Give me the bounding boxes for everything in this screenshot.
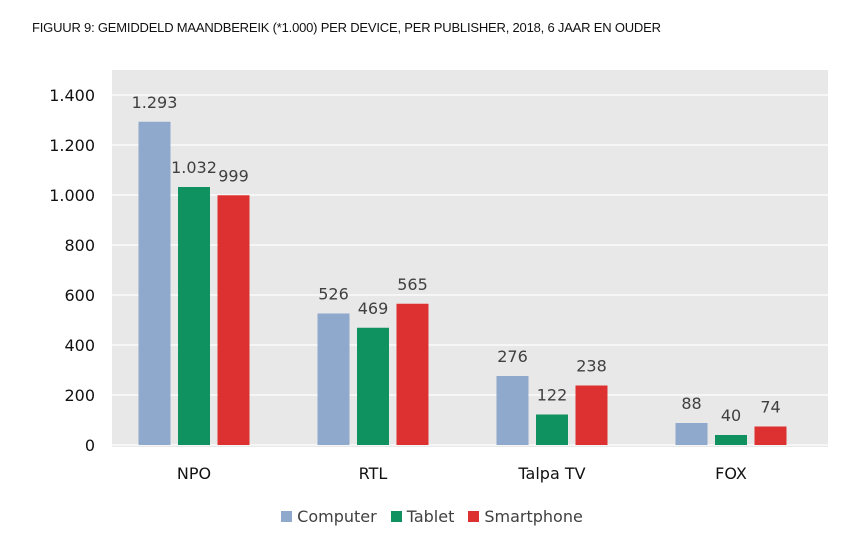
- legend-label: Smartphone: [484, 507, 583, 526]
- data-labels: 1.293 1.032 999 526 469 565 276 122 238 88 40 74: [132, 93, 781, 425]
- chart-title: FIGUUR 9: GEMIDDELD MAANDBEREIK (*1.000)…: [32, 20, 661, 35]
- bars: [138, 121, 787, 445]
- y-tick-label: 400: [64, 336, 95, 355]
- y-tick-label: 800: [64, 236, 95, 255]
- data-label: 276: [497, 347, 528, 366]
- data-label: 238: [576, 357, 607, 376]
- bar-tablet-fox: [715, 435, 747, 445]
- legend-label: Computer: [297, 507, 377, 526]
- bar-tablet-talpa-tv: [536, 414, 568, 445]
- data-label: 74: [760, 398, 780, 417]
- legend-label: Tablet: [406, 507, 455, 526]
- y-tick-label: 1.200: [49, 136, 95, 155]
- category-label: Talpa TV: [517, 464, 585, 483]
- data-label: 40: [721, 406, 741, 425]
- bar-tablet-rtl: [357, 327, 389, 445]
- legend-item-computer: Computer: [281, 507, 377, 526]
- data-label: 469: [358, 299, 389, 318]
- bar-computer-fox: [675, 423, 708, 445]
- y-tick-label: 600: [64, 286, 95, 305]
- bar-computer-talpa-tv: [496, 376, 529, 445]
- bar-computer-npo: [138, 121, 171, 445]
- y-tick-label: 200: [64, 386, 95, 405]
- bar-smartphone-rtl: [396, 303, 429, 445]
- y-tick-label: 1.000: [49, 186, 95, 205]
- legend-item-smartphone: Smartphone: [468, 507, 583, 526]
- data-label: 565: [397, 275, 428, 294]
- category-label: NPO: [177, 464, 211, 483]
- bar-smartphone-npo: [217, 195, 250, 445]
- data-label: 1.293: [132, 93, 178, 112]
- y-tick-label: 0: [85, 436, 95, 455]
- y-tick-label: 1.400: [49, 86, 95, 105]
- data-label: 122: [537, 386, 568, 405]
- legend: Computer Tablet Smartphone: [0, 507, 864, 526]
- bar-computer-rtl: [317, 313, 350, 445]
- data-label: 999: [218, 166, 249, 185]
- data-label: 1.032: [171, 158, 217, 177]
- category-label: FOX: [715, 464, 747, 483]
- legend-item-tablet: Tablet: [390, 507, 455, 526]
- legend-swatch: [281, 511, 293, 522]
- y-axis-ticks: 0 200 400 600 800 1.000 1.200 1.400: [49, 86, 95, 455]
- data-label: 88: [681, 394, 701, 413]
- data-label: 526: [318, 285, 349, 304]
- legend-swatch: [390, 511, 402, 522]
- legend-swatch: [468, 511, 480, 522]
- bar-smartphone-fox: [754, 426, 787, 445]
- bar-tablet-npo: [178, 187, 210, 445]
- bar-smartphone-talpa-tv: [575, 385, 608, 445]
- category-label: RTL: [359, 464, 388, 483]
- category-labels: NPO RTL Talpa TV FOX: [177, 464, 747, 483]
